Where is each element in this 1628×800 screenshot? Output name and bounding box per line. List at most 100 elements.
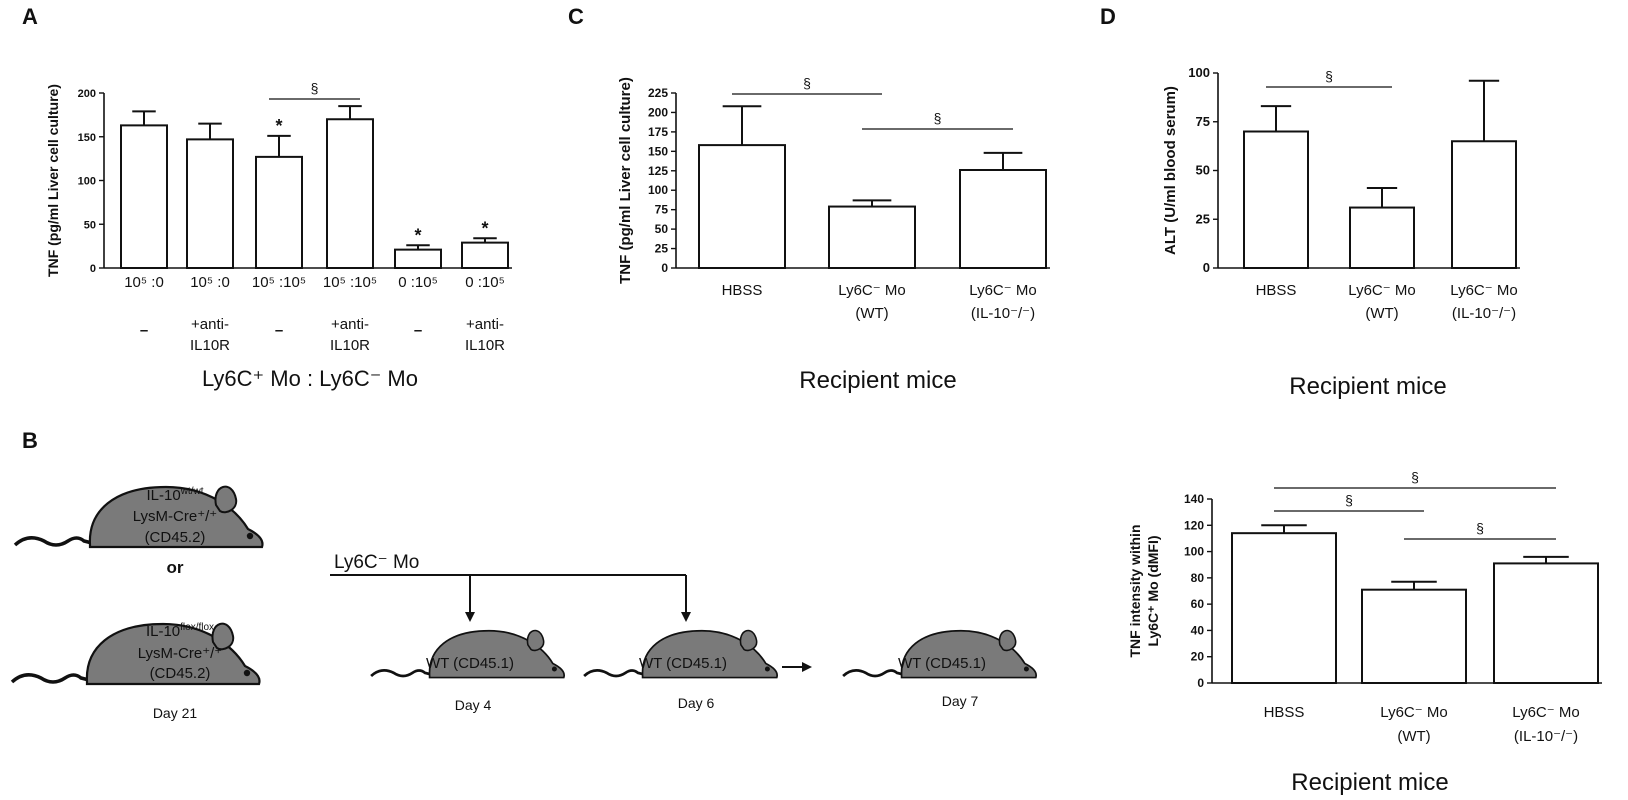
significance-star: * <box>275 116 282 136</box>
category-ratio: 10⁵ :0 <box>190 274 230 291</box>
significance-symbol: § <box>1476 520 1484 536</box>
recipient-label-day6: WT (CD45.1) <box>639 655 727 672</box>
recipient-label-day7: WT (CD45.1) <box>898 655 986 672</box>
transfer-label: Ly6C⁻ Mo <box>334 552 419 573</box>
y-axis-label: ALT (U/ml blood serum) <box>1162 86 1179 255</box>
y-tick-label: 50 <box>84 219 96 231</box>
day7-label: Day 7 <box>942 693 979 709</box>
category-label-line2: (WT) <box>1397 728 1430 745</box>
category-treatment: – <box>140 322 148 339</box>
significance-symbol: § <box>1411 469 1419 485</box>
category-label: Ly6C⁻ Mo <box>838 282 905 299</box>
y-tick-label: 0 <box>661 261 668 275</box>
y-tick-label: 200 <box>648 105 668 119</box>
bar <box>1361 588 1467 685</box>
chart-panel-a: 0 50 100 150 200 TNF (pg/ml Liver cell cultur… <box>45 80 512 391</box>
or-label: or <box>167 558 184 577</box>
bar <box>698 144 786 269</box>
bar <box>120 124 168 269</box>
significance-symbol: § <box>1325 68 1333 84</box>
donor1-cd: (CD45.2) <box>145 529 206 546</box>
bar <box>326 118 374 269</box>
category-treatment-line2: IL10R <box>465 337 505 354</box>
day6-label: Day 6 <box>678 695 715 711</box>
category-ratio: 0 :10⁵ <box>465 274 505 291</box>
category-ratio: 10⁵ :10⁵ <box>252 274 306 291</box>
y-tick-label: 80 <box>1191 571 1205 585</box>
y-tick-label: 25 <box>1196 211 1210 226</box>
bar <box>1349 206 1415 270</box>
y-tick-label: 25 <box>655 242 669 256</box>
y-axis-label-line2: Ly6C⁺ Mo (dMFI) <box>1145 535 1161 646</box>
y-axis-label: TNF (pg/ml Liver cell culture) <box>45 84 61 277</box>
category-label: Ly6C⁻ Mo <box>1380 704 1447 721</box>
y-tick-label: 20 <box>1191 650 1205 664</box>
y-tick-label: 100 <box>1188 65 1210 80</box>
y-axis-label: TNF (pg/ml Liver cell culture) <box>617 77 634 284</box>
category-treatment-line2: IL10R <box>190 337 230 354</box>
day4-label: Day 4 <box>455 697 492 713</box>
y-tick-label: 175 <box>648 125 668 139</box>
y-tick-label: 100 <box>1184 545 1204 559</box>
bar <box>461 241 509 269</box>
transfer-schematic: IL-10wt/wt LysM-Cre⁺/⁺ (CD45.2) or IL-10… <box>10 484 1038 721</box>
y-tick-label: 75 <box>655 203 669 217</box>
y-tick-label: 150 <box>648 144 668 158</box>
bar <box>828 205 916 269</box>
y-tick-label: 0 <box>1203 260 1210 275</box>
donor-day-label: Day 21 <box>153 705 198 721</box>
x-axis-title: Recipient mice <box>799 367 956 394</box>
bar <box>255 155 303 269</box>
x-axis-title: Recipient mice <box>1289 373 1446 400</box>
significance-star: * <box>481 218 488 238</box>
category-treatment: – <box>414 322 422 339</box>
y-tick-label: 50 <box>655 222 669 236</box>
panel-label-b: B <box>22 428 38 453</box>
y-tick-label: 75 <box>1196 114 1210 129</box>
y-tick-label: 125 <box>648 164 668 178</box>
donor2-genotype: IL-10flox/flox <box>146 622 214 640</box>
category-treatment: – <box>275 322 283 339</box>
category-label-line2: (WT) <box>1365 305 1398 322</box>
y-tick-label: 140 <box>1184 492 1204 506</box>
category-treatment-line2: IL10R <box>330 337 370 354</box>
recipient-label-day4: WT (CD45.1) <box>426 655 514 672</box>
panel-label-a: A <box>22 4 38 29</box>
significance-symbol: § <box>1345 492 1353 508</box>
y-tick-label: 60 <box>1191 597 1205 611</box>
significance-symbol: § <box>311 80 319 96</box>
y-tick-label: 150 <box>78 132 96 144</box>
bar <box>1243 130 1309 269</box>
y-tick-label: 50 <box>1196 163 1210 178</box>
bar <box>1451 140 1517 269</box>
significance-star: * <box>414 225 421 245</box>
category-ratio: 0 :10⁵ <box>398 274 438 291</box>
significance-symbol: § <box>934 110 942 126</box>
y-tick-label: 100 <box>78 176 96 188</box>
chart-panel-c: 0 25 50 75 100 125 150 175 200 225 TNF (pg/ml Live… <box>617 75 1050 394</box>
bar <box>1493 562 1599 685</box>
category-label: HBSS <box>1264 704 1305 721</box>
category-treatment: +anti- <box>331 316 369 333</box>
y-tick-label: 120 <box>1184 518 1204 532</box>
category-treatment: +anti- <box>191 316 229 333</box>
x-axis-title: Ly6C⁺ Mo : Ly6C⁻ Mo <box>202 366 418 391</box>
category-label: Ly6C⁻ Mo <box>1512 704 1579 721</box>
bar <box>1231 532 1337 685</box>
category-ratio: 10⁵ :10⁵ <box>323 274 377 291</box>
panel-label-d: D <box>1100 4 1116 29</box>
significance-symbol: § <box>803 75 811 91</box>
bar <box>959 169 1047 269</box>
y-tick-label: 200 <box>78 88 96 100</box>
donor2-cd: (CD45.2) <box>150 665 211 682</box>
category-label: HBSS <box>722 282 763 299</box>
donor2-cre: LysM-Cre⁺/⁺ <box>138 645 222 662</box>
y-axis-label-line1: TNF intensity within <box>1127 525 1143 658</box>
donor-mouse-2 <box>10 621 262 686</box>
y-tick-label: 100 <box>648 183 668 197</box>
chart-panel-d: 0 25 50 75 100 ALT (U/ml blood serum) § HBSS Ly6… <box>1162 65 1520 400</box>
category-label: Ly6C⁻ Mo <box>969 282 1036 299</box>
bar <box>394 248 442 269</box>
x-axis-title: Recipient mice <box>1291 769 1448 796</box>
